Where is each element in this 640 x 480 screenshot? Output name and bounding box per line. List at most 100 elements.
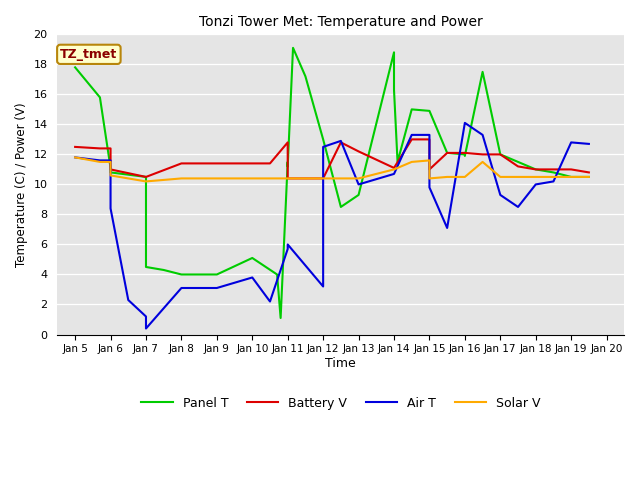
Solar V — [567, 174, 575, 180]
Battery V — [461, 150, 468, 156]
Battery V — [514, 164, 522, 169]
Air T — [248, 275, 256, 280]
Solar V — [107, 172, 115, 178]
Y-axis label: Temperature (C) / Power (V): Temperature (C) / Power (V) — [15, 102, 28, 267]
Battery V — [319, 176, 327, 181]
Panel T — [532, 167, 540, 172]
Panel T — [585, 174, 593, 180]
Battery V — [355, 148, 362, 154]
Air T — [107, 205, 115, 211]
Legend: Panel T, Battery V, Air T, Solar V: Panel T, Battery V, Air T, Solar V — [136, 392, 545, 415]
Panel T — [497, 152, 504, 157]
Panel T — [461, 152, 468, 157]
Panel T — [461, 153, 468, 159]
Air T — [284, 246, 292, 252]
Air T — [142, 325, 150, 331]
Panel T — [319, 136, 327, 142]
Battery V — [213, 160, 221, 166]
Solar V — [532, 174, 540, 180]
Solar V — [426, 157, 433, 163]
Battery V — [142, 174, 150, 180]
Solar V — [284, 176, 292, 181]
Solar V — [177, 176, 185, 181]
Panel T — [426, 108, 433, 114]
Solar V — [96, 159, 104, 165]
Battery V — [585, 169, 593, 175]
Solar V — [142, 179, 150, 184]
Solar V — [550, 174, 557, 180]
Battery V — [550, 167, 557, 172]
Solar V — [319, 176, 327, 181]
Panel T — [444, 150, 451, 156]
Air T — [426, 184, 433, 190]
Air T — [319, 284, 327, 289]
Title: Tonzi Tower Met: Temperature and Power: Tonzi Tower Met: Temperature and Power — [199, 15, 483, 29]
Air T — [124, 297, 132, 303]
Solar V — [461, 174, 468, 180]
Air T — [355, 181, 362, 187]
Solar V — [107, 159, 115, 165]
Panel T — [337, 204, 345, 210]
Panel T — [394, 159, 401, 165]
Panel T — [550, 169, 557, 175]
Battery V — [408, 136, 415, 142]
Solar V — [248, 176, 256, 181]
Panel T — [390, 49, 398, 55]
Panel T — [408, 107, 415, 112]
Solar V — [71, 155, 79, 160]
Solar V — [355, 176, 362, 181]
Air T — [107, 157, 115, 163]
Battery V — [248, 160, 256, 166]
Air T — [142, 313, 150, 319]
Solar V — [213, 176, 221, 181]
Solar V — [408, 159, 415, 165]
Battery V — [390, 165, 398, 171]
Battery V — [426, 167, 433, 172]
Solar V — [497, 174, 504, 180]
Panel T — [142, 264, 150, 270]
Solar V — [514, 174, 522, 180]
Panel T — [273, 272, 281, 277]
Air T — [426, 132, 433, 138]
Air T — [461, 120, 468, 126]
Panel T — [284, 164, 292, 169]
Air T — [337, 138, 345, 144]
Air T — [177, 285, 185, 291]
Air T — [319, 144, 327, 150]
Panel T — [289, 45, 297, 51]
Air T — [96, 157, 104, 163]
Air T — [71, 155, 79, 160]
Battery V — [177, 160, 185, 166]
Air T — [408, 132, 415, 138]
Panel T — [248, 255, 256, 261]
Panel T — [213, 272, 221, 277]
Panel T — [177, 272, 185, 277]
Battery V — [532, 167, 540, 172]
Panel T — [276, 315, 284, 321]
Line: Solar V: Solar V — [75, 157, 589, 181]
Panel T — [479, 69, 486, 75]
Air T — [585, 141, 593, 147]
Panel T — [71, 64, 79, 70]
Battery V — [107, 167, 115, 172]
X-axis label: Time: Time — [326, 357, 356, 370]
Air T — [479, 132, 486, 138]
Text: TZ_tmet: TZ_tmet — [60, 48, 118, 61]
Solar V — [585, 174, 593, 180]
Solar V — [390, 167, 398, 172]
Battery V — [567, 167, 575, 172]
Panel T — [355, 192, 362, 198]
Panel T — [284, 159, 292, 165]
Air T — [444, 225, 451, 231]
Panel T — [142, 174, 150, 180]
Battery V — [284, 140, 292, 145]
Panel T — [107, 165, 115, 171]
Battery V — [337, 140, 345, 145]
Air T — [532, 181, 540, 187]
Battery V — [444, 150, 451, 156]
Solar V — [444, 174, 451, 180]
Solar V — [426, 176, 433, 181]
Panel T — [390, 87, 398, 93]
Panel T — [96, 95, 104, 100]
Panel T — [160, 267, 168, 273]
